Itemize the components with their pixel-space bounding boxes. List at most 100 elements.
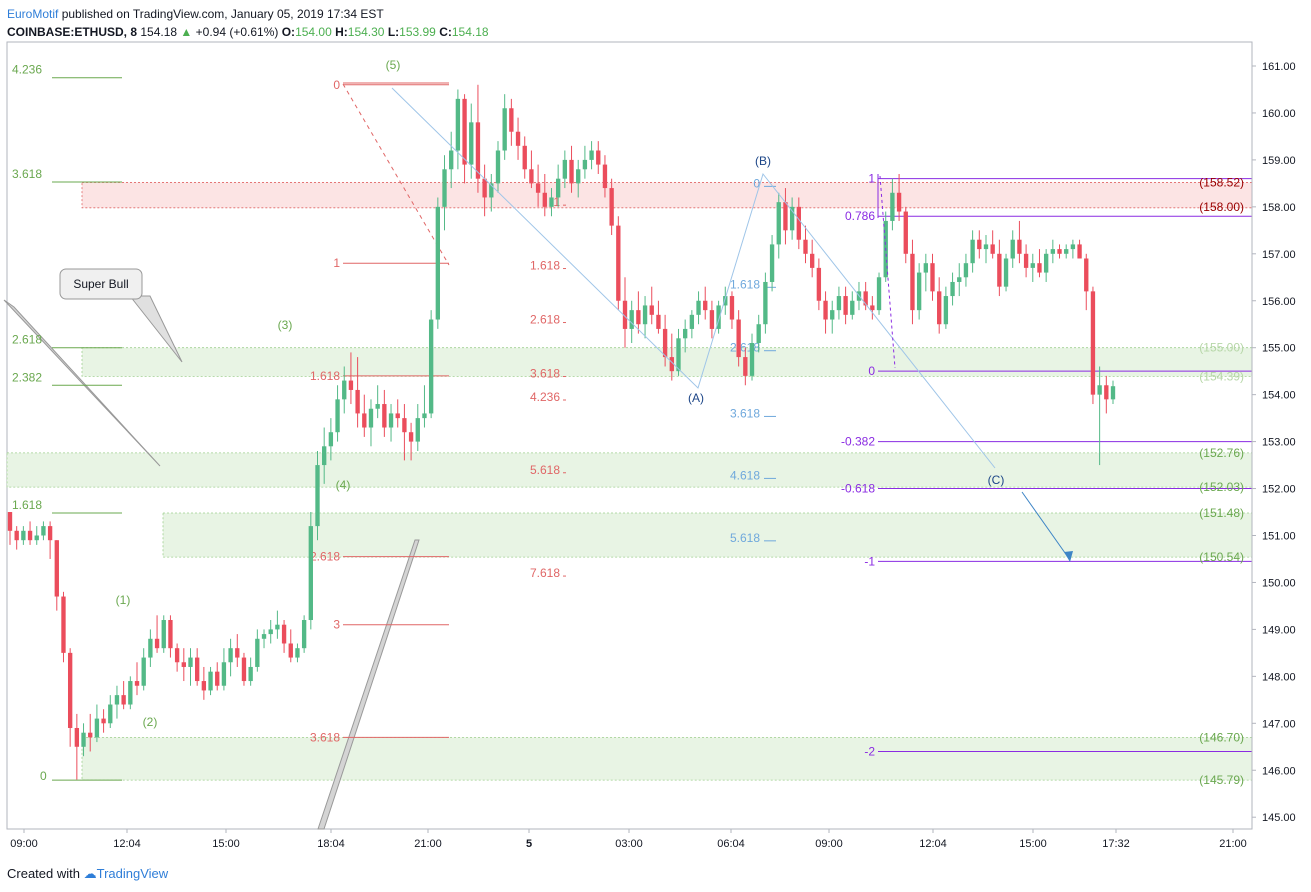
footer: Created with ☁TradingView (7, 866, 168, 882)
price-tag: (152.76) (1199, 446, 1244, 460)
candle-body (382, 404, 387, 428)
candle-body (402, 418, 407, 433)
candle-body (515, 131, 521, 146)
candle-body (850, 300, 855, 315)
callout-text: Super Bull (73, 277, 128, 291)
candle-body (368, 408, 374, 428)
candle-body (843, 296, 848, 315)
fib-green-label: 3.618 (12, 167, 42, 181)
candle-body (67, 652, 73, 728)
created-with-text: Created with (7, 866, 80, 881)
candle-body (128, 681, 133, 705)
fib-red-ext-label: 3.618 (530, 367, 560, 381)
candle-body (1070, 244, 1076, 250)
fib-red-label: 1.618 (310, 369, 340, 383)
fib-purple-label: -2 (864, 744, 875, 758)
candle-body (622, 300, 628, 329)
fib-red-diagonal (342, 83, 450, 266)
candle-body (990, 244, 995, 254)
price-tag: (158.00) (1199, 200, 1244, 214)
candle-body (268, 629, 273, 635)
fib-green-label: 0 (40, 769, 47, 783)
fib-red-ext-label: 1 (553, 195, 560, 209)
fib-red-label: 0 (333, 78, 340, 92)
candle-body (348, 380, 354, 390)
x-tick-label: 17:32 (1102, 838, 1130, 850)
fib-blue-label: 3.618 (730, 406, 760, 420)
candle-body (823, 300, 828, 320)
candle-body (241, 657, 247, 682)
candle-body (542, 192, 547, 207)
candle-body (636, 310, 641, 325)
candle-body (696, 300, 701, 315)
candle-body (174, 648, 180, 663)
x-tick-label: 5 (526, 838, 532, 850)
candle-body (609, 188, 614, 226)
candle-body (255, 638, 260, 667)
candle-body (288, 643, 293, 658)
price-tag: (146.70) (1199, 730, 1244, 744)
candle-body (870, 305, 875, 311)
fib-purple-label: -0.618 (841, 482, 875, 496)
candle-body (916, 272, 922, 311)
fib-blue-label: 5.618 (730, 531, 760, 545)
candle-body (689, 314, 695, 329)
wave-label: (A) (688, 391, 704, 405)
candle-body (27, 530, 33, 541)
y-tick-label: 148.00 (1262, 671, 1296, 683)
fib-purple-label: 0.786 (845, 209, 875, 223)
y-tick-label: 160.00 (1262, 108, 1296, 120)
low-value: 153.99 (399, 25, 436, 39)
candle-body (495, 150, 501, 184)
fib-green-label: 4.236 (12, 63, 42, 77)
fib-green-label: 1.618 (12, 498, 42, 512)
candle-body (208, 671, 213, 691)
candle-body (61, 596, 66, 653)
wave-label: (2) (143, 715, 158, 729)
price-tag: (158.52) (1199, 175, 1244, 189)
candle-body (41, 526, 46, 536)
candle-body (729, 296, 735, 320)
fib-blue-label: 1.618 (730, 277, 760, 291)
author-link[interactable]: EuroMotif (7, 7, 59, 21)
x-tick-label: 09:00 (815, 838, 843, 850)
wave-label: (5) (386, 58, 401, 72)
tradingview-brand[interactable]: TradingView (96, 866, 169, 881)
candle-body (642, 305, 648, 325)
price-tag: (151.48) (1199, 506, 1244, 520)
candle-body (977, 239, 982, 250)
candle-body (716, 305, 721, 329)
candle-body (596, 150, 601, 165)
published-text: published on TradingView.com, January 05… (61, 7, 384, 21)
candle-body (1043, 253, 1049, 273)
candle-body (736, 319, 741, 358)
wave-label: (3) (278, 318, 293, 332)
price-tag: (145.79) (1199, 773, 1244, 787)
x-tick-label: 15:00 (212, 838, 240, 850)
y-tick-label: 147.00 (1262, 718, 1296, 730)
fib-red-label: 3.618 (310, 730, 340, 744)
candle-body (709, 310, 715, 329)
candle-body (937, 291, 942, 325)
candle-body (435, 206, 441, 320)
x-tick-label: 03:00 (615, 838, 643, 850)
high-value: 154.30 (347, 25, 385, 39)
candle-body (181, 662, 186, 667)
fib-purple-label: 0 (868, 364, 875, 378)
x-tick-label: 12:04 (919, 838, 947, 850)
fib-purple-label: -0.382 (841, 435, 875, 449)
price-tag: (155.00) (1199, 341, 1244, 355)
y-tick-label: 158.00 (1262, 202, 1296, 214)
fib-red-ext-label: 7.618 (530, 566, 560, 580)
candle-body (221, 662, 227, 686)
candle-body (335, 399, 340, 433)
candle-body (34, 535, 39, 541)
tradingview-logo-icon[interactable]: ☁ (83, 866, 97, 881)
chart-header: EuroMotif published on TradingView.com, … (7, 5, 489, 41)
candle-body (769, 244, 775, 282)
candle-body (228, 648, 233, 663)
candle-body (148, 638, 153, 658)
candle-body (1090, 291, 1096, 395)
candle-body (970, 239, 975, 264)
